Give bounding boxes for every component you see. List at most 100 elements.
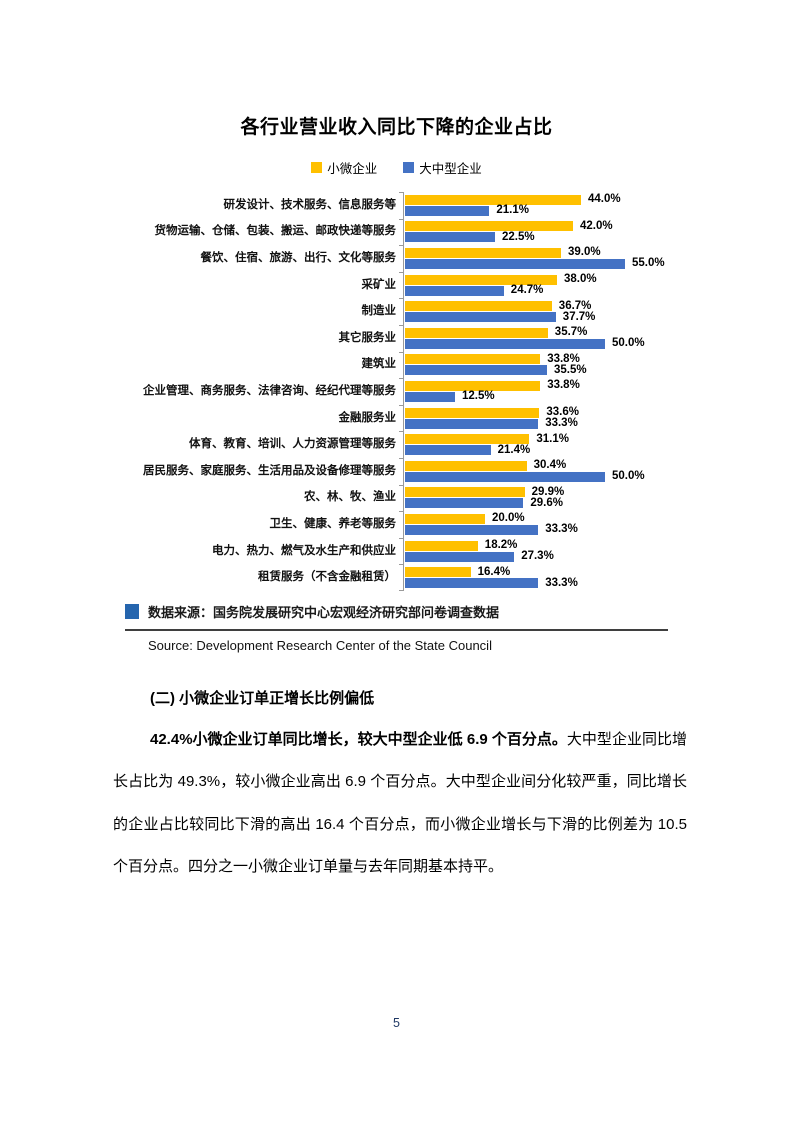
data-label: 55.0% <box>632 257 665 270</box>
category-label: 金融服务业 <box>338 411 397 424</box>
category-label: 体育、教育、培训、人力资源管理等服务 <box>189 438 396 451</box>
data-label: 33.6% <box>546 406 579 419</box>
bar-小微企业 <box>405 407 540 418</box>
bar-line: 35.7% <box>405 327 683 338</box>
bar-line: 42.0% <box>405 220 683 232</box>
body-text: 大中型企业同比增 <box>566 731 687 748</box>
paragraph-line: 的企业占比较同比下滑的高出 16.4 个百分点，而小微企业增长与下滑的比例差为 … <box>113 804 687 846</box>
bar-line: 20.0% <box>405 512 683 525</box>
category-label: 研发设计、技术服务、信息服务等 <box>223 198 397 211</box>
body-paragraph: 42.4%小微企业订单同比增长，较大中型企业低 6.9 个百分点。大中型企业同比… <box>113 719 687 889</box>
bar-line: 22.5% <box>405 230 683 243</box>
axis-tick <box>399 192 404 193</box>
data-label: 44.0% <box>588 193 621 206</box>
bar-line: 55.0% <box>405 257 683 270</box>
category-label: 餐饮、住宿、旅游、出行、文化等服务 <box>200 251 397 264</box>
bar-大中型企业 <box>405 205 490 216</box>
data-source-line: 数据来源：国务院发展研究中心宏观经济研究部问卷调查数据 <box>125 602 499 621</box>
bar-line: 50.0% <box>405 470 683 482</box>
data-label: 33.3% <box>545 417 578 430</box>
chart-row: 餐饮、住宿、旅游、出行、文化等服务 39.0% 55.0% <box>123 245 683 272</box>
axis-tick <box>399 218 404 220</box>
data-label: 16.4% <box>477 565 511 578</box>
axis-tick <box>399 484 404 486</box>
legend-swatch-yellow-icon <box>311 162 323 173</box>
bar-大中型企业 <box>405 391 455 402</box>
data-label: 21.4% <box>497 443 531 456</box>
data-label: 20.0% <box>492 512 525 525</box>
axis-tick <box>399 298 404 300</box>
bar-小微企业 <box>405 460 527 471</box>
source-text-english: Source: Development Research Center of t… <box>148 638 492 653</box>
axis-tick <box>399 590 404 591</box>
bar-line: 36.7% <box>405 299 683 312</box>
data-label: 12.5% <box>462 390 495 403</box>
data-label: 37.7% <box>562 310 596 323</box>
category-label: 电力、热力、燃气及水生产和供应业 <box>212 544 396 557</box>
bar-大中型企业 <box>405 258 625 269</box>
bar-小微企业 <box>405 434 530 445</box>
bar-line: 44.0% <box>405 193 683 206</box>
body-text: 的企业占比较同比下滑的高出 16.4 个百分点，而小微企业增长与下滑的比例差为 … <box>113 815 687 833</box>
category-label: 居民服务、家庭服务、生活用品及设备修理等服务 <box>143 464 396 477</box>
chart-row: 卫生、健康、养老等服务 20.0% 33.3% <box>123 511 683 538</box>
bar-line: 33.8% <box>405 353 683 365</box>
paragraph-line: 个百分点。四分之一小微企业订单量与去年同期基本持平。 <box>113 846 687 888</box>
bar-line: 21.1% <box>405 204 683 217</box>
bar-大中型企业 <box>405 418 539 429</box>
bar-大中型企业 <box>405 551 515 562</box>
legend-label: 小微企业 <box>327 162 378 176</box>
chart-row: 企业管理、商务服务、法律咨询、经纪代理等服务 33.8% 12.5% <box>123 378 683 405</box>
legend-item-large-enterprise: 大中型企业 <box>403 158 482 177</box>
bar-小微企业 <box>405 513 485 524</box>
body-text: 个百分点。四分之一小微企业订单量与去年同期基本持平。 <box>113 858 504 876</box>
axis-tick <box>399 325 404 326</box>
bar-group: 29.9% 29.6% <box>403 486 683 509</box>
bar-大中型企业 <box>405 365 547 376</box>
category-label: 其它服务业 <box>338 331 397 344</box>
bar-group: 42.0% 22.5% <box>403 220 683 243</box>
bar-小微企业 <box>405 380 541 391</box>
bar-group: 16.4% 33.3% <box>403 565 683 589</box>
bar-小微企业 <box>405 194 581 205</box>
category-label: 企业管理、商务服务、法律咨询、经纪代理等服务 <box>143 384 396 397</box>
data-label: 22.5% <box>502 230 535 243</box>
category-label: 采矿业 <box>361 278 397 291</box>
body-text: 长占比为 49.3%，较小微企业高出 6.9 个百分点。大中型企业间分化较严重，… <box>113 773 687 791</box>
bar-line: 37.7% <box>405 310 683 323</box>
bar-line: 35.5% <box>405 364 683 376</box>
bar-group: 30.4% 50.0% <box>403 459 683 482</box>
bar-line: 50.0% <box>405 338 683 349</box>
data-label: 36.7% <box>558 299 592 312</box>
bar-line: 27.3% <box>405 550 683 562</box>
category-label: 货物运输、仓储、包装、搬运、邮政快递等服务 <box>154 225 397 238</box>
chart-row: 采矿业 38.0% 24.7% <box>123 272 683 299</box>
bar-小微企业 <box>405 274 557 285</box>
data-source-text: 数据来源：国务院发展研究中心宏观经济研究部问卷调查数据 <box>148 605 500 620</box>
bar-line: 31.1% <box>405 432 683 445</box>
bar-line: 33.6% <box>405 406 683 419</box>
bar-line: 24.7% <box>405 284 683 296</box>
bar-大中型企业 <box>405 578 539 589</box>
data-label: 29.6% <box>530 496 563 509</box>
data-label: 21.1% <box>496 204 529 217</box>
bar-line: 33.3% <box>405 417 683 430</box>
bar-大中型企业 <box>405 338 605 349</box>
chart-row: 电力、热力、燃气及水生产和供应业 18.2% 27.3% <box>123 538 683 565</box>
category-label: 卫生、健康、养老等服务 <box>269 517 397 530</box>
category-label: 制造业 <box>361 305 397 318</box>
axis-tick <box>399 511 404 513</box>
bar-group: 36.7% 37.7% <box>403 299 683 323</box>
axis-tick <box>399 458 404 459</box>
axis-tick <box>399 245 404 247</box>
category-label: 租赁服务（不含金融租赁） <box>258 571 396 584</box>
axis-tick <box>399 404 404 406</box>
chart-plot-area: 研发设计、技术服务、信息服务等 44.0% 21.1% 货物运输、仓储、包装、搬运、邮… <box>123 192 683 591</box>
bar-line: 33.3% <box>405 577 683 589</box>
chart-row: 研发设计、技术服务、信息服务等 44.0% 21.1% <box>123 192 683 219</box>
chart-row: 建筑业 33.8% 35.5% <box>123 352 683 379</box>
bar-小微企业 <box>405 247 561 258</box>
data-label: 31.1% <box>536 432 569 445</box>
bar-小微企业 <box>405 221 573 232</box>
